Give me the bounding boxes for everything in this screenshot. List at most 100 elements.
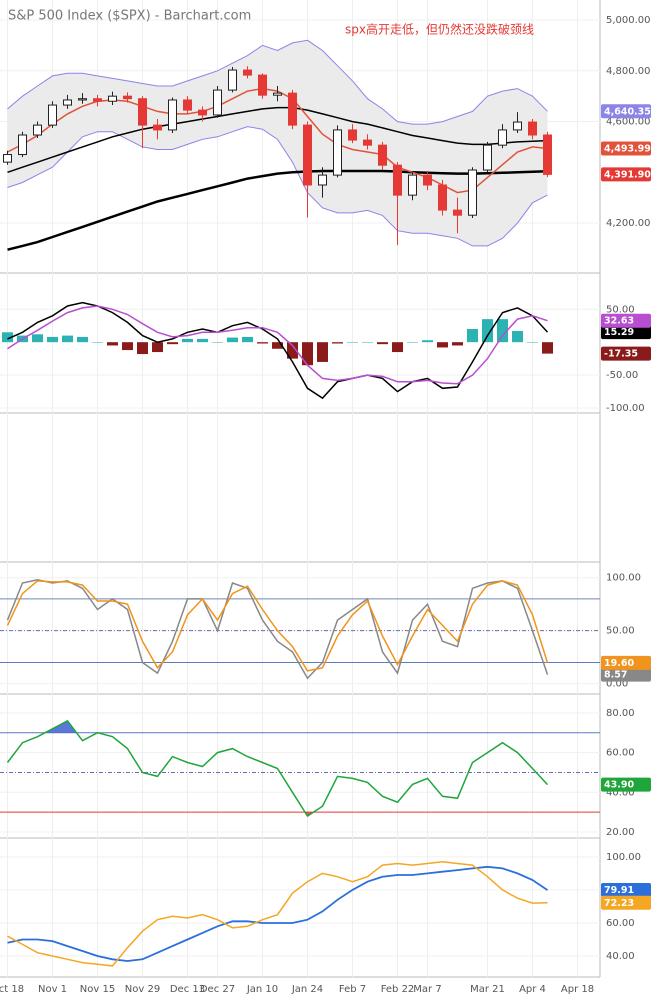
y-tick-label: 0.00	[606, 679, 628, 690]
badge-label: 72.23	[604, 898, 634, 909]
candle-body	[453, 209, 462, 216]
y-tick-label: 4,200.00	[606, 218, 651, 229]
badge-label: 19.60	[604, 658, 634, 669]
y-tick-label: 100.00	[606, 852, 641, 863]
candle-body	[408, 174, 417, 196]
y-tick-label: 60.00	[606, 918, 635, 929]
annotation: spx高开走低，但仍然还没跌破颈线	[345, 22, 534, 37]
badge	[601, 655, 651, 670]
histogram-bar	[497, 319, 508, 343]
badge	[601, 325, 651, 340]
y-tick-label: -100.00	[606, 403, 645, 414]
candle-body	[423, 174, 432, 186]
histogram-bar	[317, 342, 328, 362]
badge-label: 4,391.90	[604, 169, 651, 180]
series-line	[6, 580, 549, 672]
histogram-bar	[512, 330, 523, 343]
x-tick-label: Nov 15	[80, 984, 115, 995]
histogram-bar	[362, 342, 373, 343]
candle-body	[63, 99, 72, 106]
candle-body	[333, 129, 342, 176]
y-tick-label: 40.00	[606, 951, 635, 962]
x-tick-label: Nov 29	[125, 984, 160, 995]
histogram-bar	[242, 336, 253, 343]
x-tick-label: Feb 7	[339, 984, 366, 995]
candle-body	[258, 74, 267, 96]
histogram-bar	[62, 335, 73, 343]
badge-label: 15.29	[604, 327, 634, 338]
y-tick-label: -50.00	[606, 370, 638, 381]
histogram-bar	[437, 342, 448, 348]
candle-body	[243, 69, 252, 76]
candle-body	[153, 124, 162, 131]
series-line	[7, 301, 549, 400]
badge	[601, 777, 651, 792]
x-tick-label: Feb 22	[381, 984, 415, 995]
histogram-bar	[287, 342, 298, 359]
candle-body	[543, 134, 552, 175]
candle-body	[213, 89, 222, 116]
histogram-bar	[407, 342, 418, 343]
series-line	[7, 861, 548, 967]
histogram-bar	[167, 342, 178, 345]
panel	[0, 856, 600, 967]
x-tick-label: Apr 4	[519, 984, 546, 995]
candle-body	[528, 121, 537, 136]
panel-frames	[0, 0, 601, 978]
y-tick-label: 20.00	[606, 827, 635, 838]
candle-body	[183, 99, 192, 111]
candle-body	[108, 95, 117, 102]
y-tick-label: 4,800.00	[606, 66, 651, 77]
x-tick-label: Oct 18	[0, 984, 24, 995]
badge-label: -17.35	[604, 349, 638, 360]
candle-body	[18, 134, 27, 156]
histogram-bar	[332, 342, 343, 344]
panel	[0, 712, 600, 833]
y-tick-label: 50.00	[606, 304, 635, 315]
candle-body	[318, 174, 327, 186]
candle-body	[123, 95, 132, 100]
x-tick-label: Nov 1	[38, 984, 67, 995]
y-tick-label: 5,000.00	[606, 15, 651, 26]
histogram-bar	[32, 334, 43, 343]
badge-label: 43.90	[604, 780, 634, 791]
series-line	[7, 865, 549, 962]
candle-body	[513, 121, 522, 131]
candle-body	[138, 98, 147, 126]
candle-body	[348, 129, 357, 141]
histogram-bar	[152, 342, 163, 353]
y-tick-label: 100.00	[606, 573, 641, 584]
series-line	[7, 106, 548, 174]
candle-body	[438, 184, 447, 211]
badge	[601, 895, 651, 910]
histogram-bar	[2, 332, 13, 343]
histogram-bar	[542, 342, 553, 354]
series-line	[7, 305, 548, 385]
candle-body	[198, 109, 207, 116]
chart-title: S&P 500 Index ($SPX) - Barchart.com	[8, 9, 251, 24]
x-tick-label: Dec 13	[170, 984, 205, 995]
histogram-bar	[47, 336, 58, 343]
candle-body	[228, 69, 237, 91]
histogram-bar	[107, 342, 118, 346]
candle-body	[273, 92, 282, 96]
y-tick-label: 40.00	[606, 787, 635, 798]
histogram-bar	[452, 342, 463, 346]
histogram-bar	[182, 338, 193, 343]
panel	[0, 19, 600, 251]
candle-body	[3, 154, 12, 163]
panel	[0, 577, 600, 685]
y-tick-label: 80.00	[606, 708, 635, 719]
y-tick-label: 60.00	[606, 748, 635, 759]
histogram-bar	[527, 342, 538, 343]
series-line	[6, 719, 549, 818]
histogram-bar	[467, 329, 478, 343]
series-line	[7, 39, 548, 125]
candle-body	[498, 129, 507, 146]
histogram-bar	[482, 319, 493, 343]
badge-label: 8.57	[604, 670, 627, 681]
candle-body	[378, 144, 387, 166]
panel	[0, 301, 600, 409]
histogram-bar	[77, 336, 88, 343]
